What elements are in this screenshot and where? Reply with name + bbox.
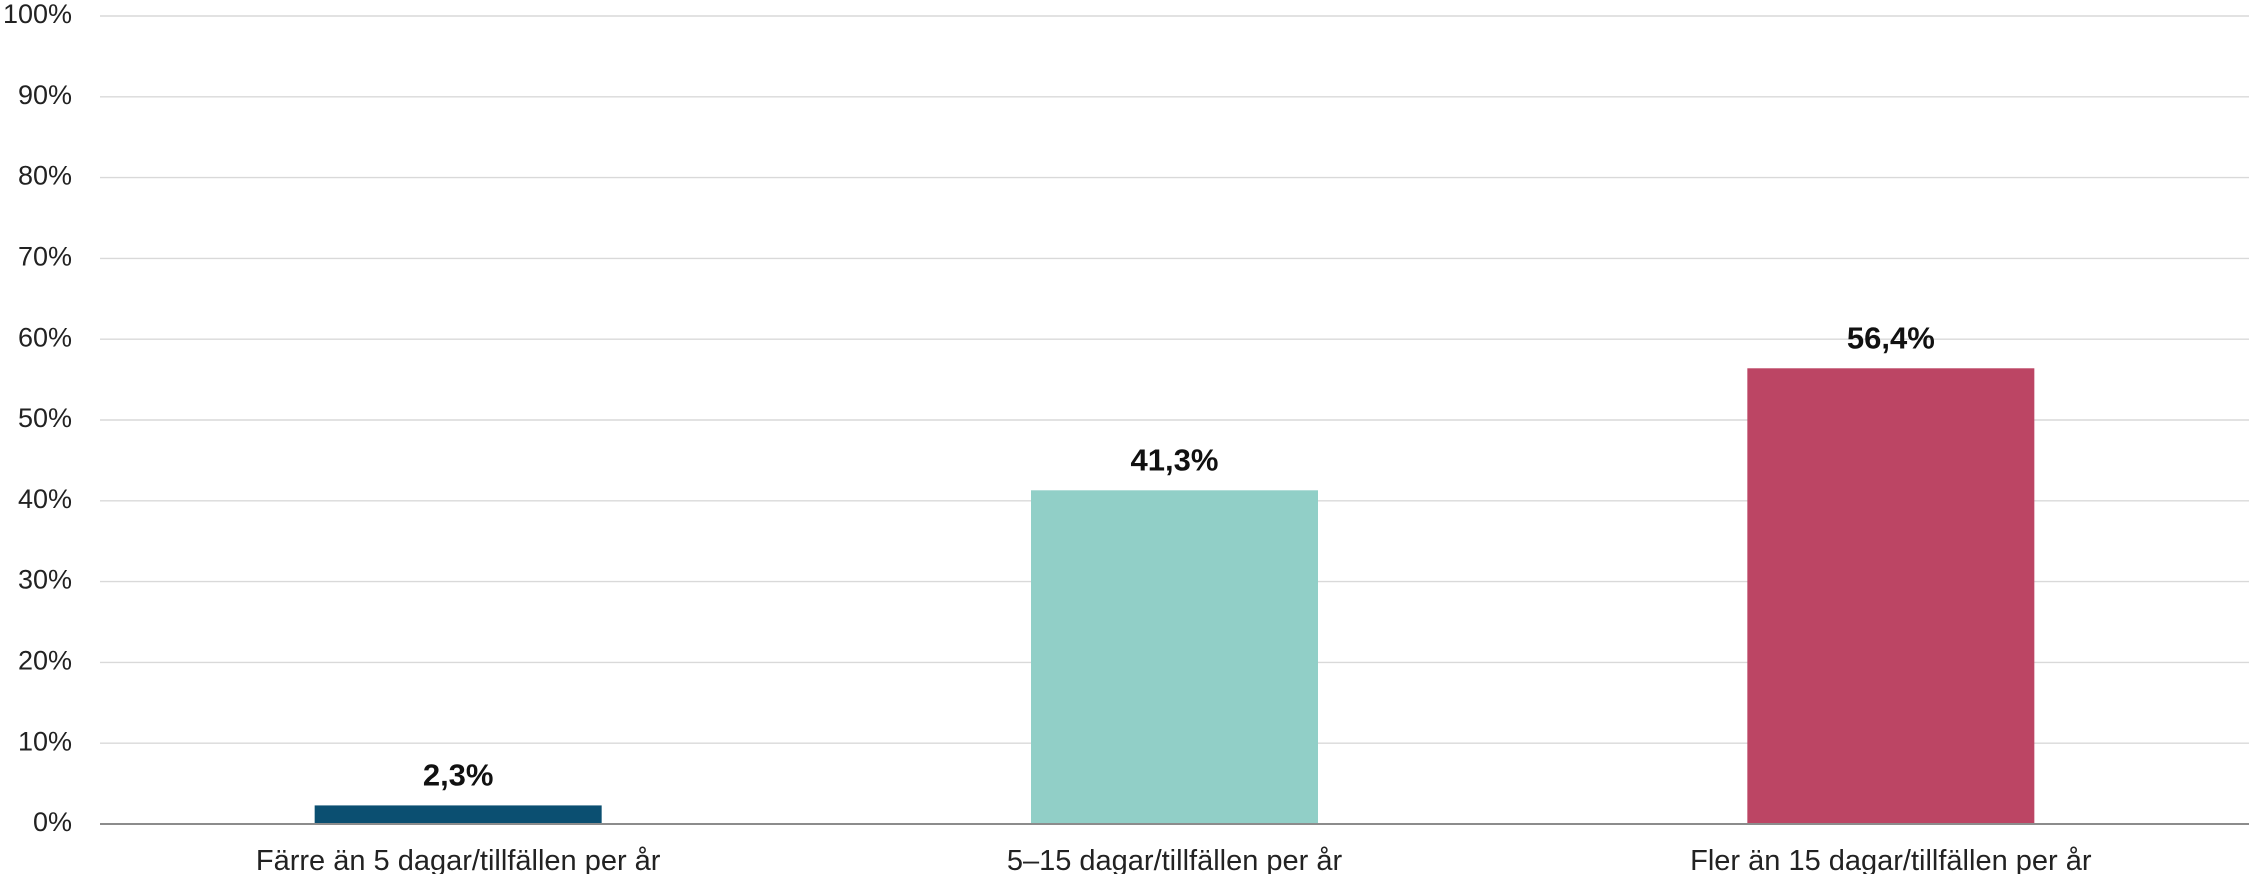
y-tick-label: 60% (18, 322, 72, 352)
x-tick-label-2: 5–15 dagar/tillfällen per år (1007, 845, 1343, 874)
bar-1 (314, 805, 602, 824)
y-tick-label: 50% (18, 403, 72, 433)
data-label-2: 41,3% (1131, 442, 1219, 477)
bar-2 (1031, 490, 1318, 824)
bar-3 (1747, 368, 2035, 824)
y-tick-label: 10% (18, 726, 72, 756)
x-tick-label-3: Fler än 15 dagar/tillfällen per år (1690, 845, 2092, 874)
grid-layer (100, 15, 2249, 744)
y-tick-label: 0% (33, 807, 72, 837)
bar-layer (314, 368, 2035, 824)
y-tick-label: 100% (3, 0, 72, 29)
data-labels: 2,3% 41,3% 56,4% (423, 320, 1935, 792)
x-axis-ticks: Färre än 5 dagar/tillfällen per år 5–15 d… (256, 845, 2092, 874)
data-label-1: 2,3% (423, 757, 494, 792)
y-tick-label: 70% (18, 242, 72, 272)
y-tick-label: 40% (18, 484, 72, 514)
x-tick-label-1: Färre än 5 dagar/tillfällen per år (256, 845, 661, 874)
y-tick-label: 20% (18, 646, 72, 676)
y-tick-label: 90% (18, 80, 72, 110)
y-axis-ticks: 0% 10% 20% 30% 40% 50% 60% 70% 80% 90% 100% (3, 0, 72, 837)
y-tick-label: 80% (18, 161, 72, 191)
data-label-3: 56,4% (1847, 320, 1935, 355)
y-tick-label: 30% (18, 565, 72, 595)
